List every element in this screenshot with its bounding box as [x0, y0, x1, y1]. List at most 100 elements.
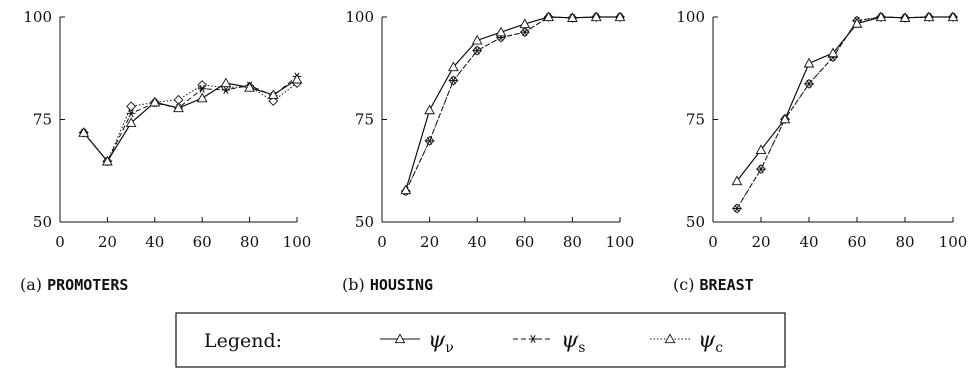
- data-point-nu: [899, 12, 911, 22]
- legend-subscript: ν: [445, 340, 454, 356]
- data-point-s: [520, 28, 530, 37]
- y-tick-label: 50: [33, 213, 52, 231]
- data-point-nu: [827, 47, 839, 58]
- data-point-nu: [923, 11, 935, 22]
- legend-entry-nu: ψν: [380, 328, 454, 356]
- caption-prefix: (b): [342, 275, 370, 294]
- data-point-s: [449, 76, 458, 85]
- caption-name: BREAST: [700, 276, 754, 294]
- y-tick-label: 50: [686, 213, 705, 231]
- chart-panel-3: 50 75 100 0 20 40 60 80 100 (c) BREAST: [673, 8, 967, 294]
- x-tick-label: 100: [283, 233, 312, 251]
- data-point-nu: [947, 11, 959, 22]
- series-line-c: [736, 16, 953, 209]
- data-point-nu: [424, 104, 435, 115]
- y-tick-label: 100: [345, 8, 374, 26]
- legend-marker-nu: [394, 333, 406, 344]
- legend-subscript: c: [715, 340, 723, 356]
- x-tick-label: 40: [145, 233, 164, 251]
- legend-entries: ψν ψs ψc: [380, 328, 723, 356]
- data-point-nu: [495, 26, 507, 37]
- data-point-nu: [78, 127, 90, 137]
- x-tick-label: 60: [193, 233, 212, 251]
- legend-entry-s: ψs: [513, 328, 585, 356]
- x-tick-label: 20: [98, 233, 117, 251]
- x-tick-label: 100: [939, 233, 968, 251]
- legend: Legend: ψν ψs ψc: [175, 312, 786, 368]
- legend-label-s: ψs: [561, 328, 585, 356]
- x-tick-label: 40: [468, 233, 487, 251]
- series-line-c: [405, 16, 620, 192]
- legend-frame: [175, 312, 786, 368]
- data-point-nu: [291, 73, 303, 84]
- data-point-nu: [196, 92, 208, 103]
- y-tick-label: 75: [355, 111, 374, 129]
- series-line-nu: [83, 78, 298, 163]
- y-tick-label: 100: [23, 8, 52, 26]
- data-point-s-stroke-2: [758, 165, 764, 174]
- legend-marker-s-stroke-2: [530, 335, 536, 343]
- x-tick-label: 80: [240, 233, 259, 251]
- series-line-nu: [736, 16, 953, 182]
- legend-symbol: ψ: [428, 328, 446, 353]
- x-tick-label: 0: [708, 233, 718, 251]
- panel-caption: (a) PROMOTERS: [20, 275, 128, 294]
- data-point-s-stroke-2: [128, 109, 134, 118]
- data-point-s: [221, 86, 231, 94]
- data-point-nu: [471, 34, 483, 45]
- data-point-nu: [567, 12, 578, 22]
- data-point-s: [732, 204, 742, 213]
- data-point-s-stroke-2: [223, 86, 229, 94]
- chart-panel-1: 50 75 100 0 20 40 60 80 100 (a) PROMOTERS: [20, 8, 311, 294]
- x-tick-label: 20: [420, 233, 439, 251]
- data-point-s-stroke-2: [199, 84, 205, 93]
- x-tick-label: 0: [55, 233, 65, 251]
- data-point-s: [126, 109, 136, 118]
- data-point-s: [197, 84, 207, 93]
- legend-marker-c: [664, 333, 676, 344]
- data-point-s-stroke-2: [806, 79, 812, 88]
- data-point-nu: [244, 81, 255, 92]
- panel-caption: (b) HOUSING: [342, 275, 433, 294]
- caption-prefix: (a): [20, 275, 47, 294]
- x-tick-label: 0: [377, 233, 387, 251]
- data-point-s: [804, 79, 814, 88]
- series-line-s: [736, 16, 953, 209]
- data-point-s: [425, 136, 434, 145]
- data-point-nu: [220, 77, 232, 88]
- series-line-s: [405, 16, 620, 192]
- y-tick-label: 75: [33, 111, 52, 129]
- data-point-nu: [149, 96, 161, 107]
- data-point-nu: [875, 11, 887, 22]
- x-tick-label: 40: [799, 233, 818, 251]
- x-tick-label: 100: [606, 233, 635, 251]
- data-point-s-stroke-2: [474, 46, 480, 55]
- data-point-nu: [803, 57, 815, 68]
- x-tick-label: 80: [563, 233, 582, 251]
- data-point-nu: [125, 117, 137, 127]
- chart-panels: 50 75 100 0 20 40 60 80 100 (a) PROMOTERS 50 75 100 0…: [20, 8, 967, 294]
- data-point-nu: [448, 61, 459, 72]
- data-point-s-stroke-2: [522, 28, 528, 37]
- data-point-nu: [102, 155, 113, 166]
- data-point-nu: [519, 18, 531, 29]
- data-point-nu: [173, 102, 184, 113]
- caption-name: HOUSING: [370, 276, 433, 294]
- legend-entry-c: ψc: [650, 328, 723, 356]
- series-line-nu: [405, 16, 620, 191]
- x-tick-label: 80: [895, 233, 914, 251]
- y-tick-label: 50: [355, 213, 374, 231]
- caption-name: PROMOTERS: [47, 276, 128, 294]
- legend-label-nu: ψν: [428, 328, 454, 356]
- y-tick-label: 75: [686, 111, 705, 129]
- caption-prefix: (c): [673, 275, 700, 294]
- x-tick-label: 60: [847, 233, 866, 251]
- data-point-nu: [731, 175, 743, 186]
- data-point-nu: [400, 184, 412, 195]
- panel-caption: (c) BREAST: [673, 275, 754, 294]
- data-point-nu: [590, 11, 602, 22]
- data-point-nu: [267, 89, 279, 100]
- legend-symbol: ψ: [561, 328, 579, 353]
- legend-subscript: s: [578, 340, 585, 356]
